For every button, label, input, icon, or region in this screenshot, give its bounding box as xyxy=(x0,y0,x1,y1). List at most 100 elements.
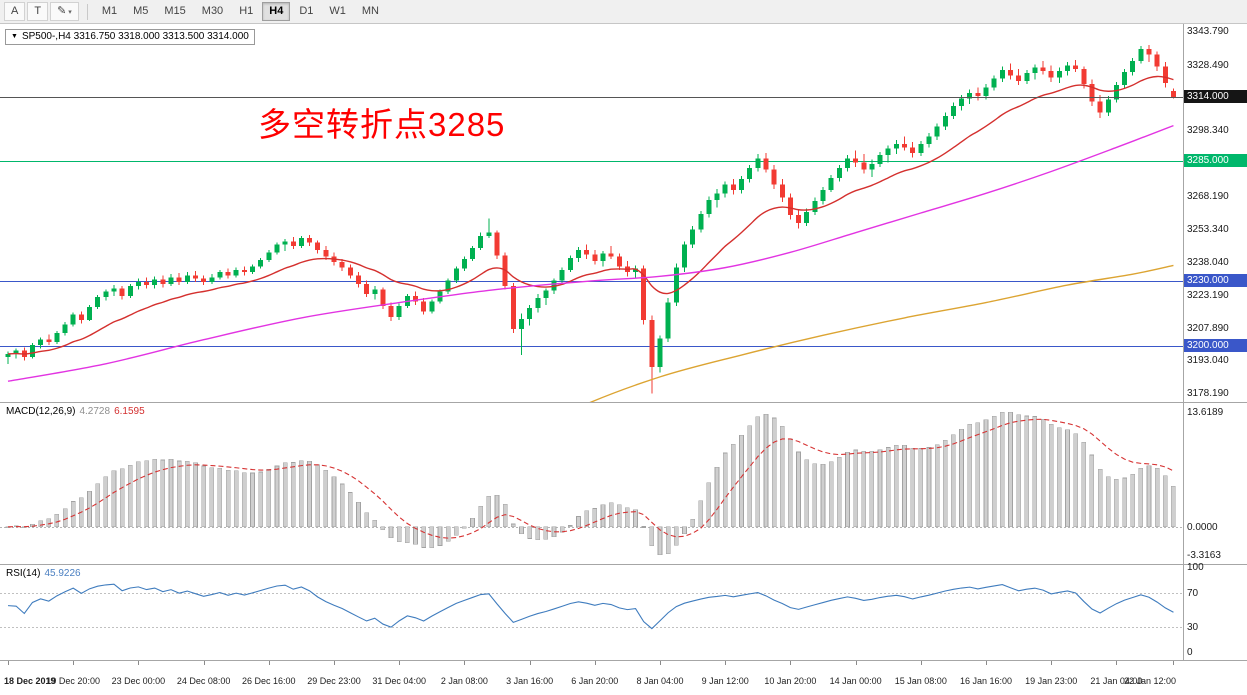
time-axis-tick xyxy=(1051,661,1052,665)
tool-buttons-group: A T ✎ ▾ xyxy=(4,2,81,21)
price-axis-border xyxy=(1183,24,1184,660)
time-axis-tick xyxy=(204,661,205,665)
timeframe-button-H1[interactable]: H1 xyxy=(232,2,260,21)
price-axis-label: 3253.340 xyxy=(1187,223,1229,235)
time-axis-tick xyxy=(1116,661,1117,665)
macd-histogram-layer xyxy=(5,411,1176,556)
time-axis-label: 19 Dec 20:00 xyxy=(46,676,100,686)
time-axis-label: 23 Dec 00:00 xyxy=(111,676,166,686)
macd-indicator-label: MACD(12,26,9) 4.2728 6.1595 xyxy=(6,406,145,417)
panel-separator[interactable] xyxy=(0,564,1247,565)
price-axis-label: 3328.490 xyxy=(1187,59,1229,71)
rsi-line xyxy=(7,583,1174,630)
ma-fast-red-line xyxy=(7,75,1174,355)
text-tool-button[interactable]: T xyxy=(27,2,49,21)
time-axis-tick xyxy=(269,661,270,665)
timeframe-button-M5[interactable]: M5 xyxy=(126,2,155,21)
timeframe-buttons-group: M1 M5 M15 M30 H1 H4 D1 W1 MN xyxy=(94,2,387,21)
price-chart-canvas[interactable] xyxy=(0,24,1183,402)
time-axis-tick xyxy=(73,661,74,665)
time-axis-label: 15 Jan 08:00 xyxy=(894,676,947,686)
macd-name-label: MACD(12,26,9) xyxy=(6,406,76,417)
time-axis-tick xyxy=(921,661,922,665)
collapse-triangle-icon[interactable]: ▼ xyxy=(11,33,18,40)
rsi-name-label: RSI(14) xyxy=(6,568,41,579)
draw-style-tool-button[interactable]: ✎ ▾ xyxy=(50,2,79,21)
candles-layer xyxy=(5,45,1176,394)
current-price-badge: 3314.000 xyxy=(1184,90,1247,104)
macd-axis-label: -3.3163 xyxy=(1187,549,1221,561)
timeframe-button-M1[interactable]: M1 xyxy=(95,2,124,21)
macd-signal-line xyxy=(7,418,1174,539)
timeframe-button-W1[interactable]: W1 xyxy=(322,2,353,21)
time-axis-label: 19 Jan 23:00 xyxy=(1025,676,1078,686)
time-axis-tick xyxy=(660,661,661,665)
time-axis-label: 10 Jan 20:00 xyxy=(764,676,817,686)
level-badge-3285.000: 3285.000 xyxy=(1184,153,1247,167)
ohlc-values-label: 3316.750 3318.000 3313.500 3314.000 xyxy=(73,31,249,42)
price-axis-label: 3343.790 xyxy=(1187,26,1229,38)
time-axis-tick xyxy=(595,661,596,665)
time-axis-label: 9 Jan 12:00 xyxy=(701,676,749,686)
macd-panel-canvas[interactable] xyxy=(0,402,1183,564)
symbol-info-box: ▼ SP500-,H4 3316.750 3318.000 3313.500 33… xyxy=(5,29,255,45)
panel-separator[interactable] xyxy=(0,402,1247,403)
rsi-panel-canvas[interactable] xyxy=(0,564,1183,660)
time-axis-label: 8 Jan 04:00 xyxy=(636,676,684,686)
timeframe-button-MN[interactable]: MN xyxy=(355,2,386,21)
price-axis-label: 3298.340 xyxy=(1187,125,1229,137)
time-axis-label: 29 Dec 23:00 xyxy=(307,676,361,686)
time-axis-label: 16 Jan 16:00 xyxy=(959,676,1013,686)
time-axis-label: 6 Jan 20:00 xyxy=(571,676,619,686)
time-axis-tick xyxy=(1173,661,1174,665)
dropdown-caret-icon: ▾ xyxy=(68,9,72,16)
time-axis-label: 31 Dec 04:00 xyxy=(372,676,426,686)
time-axis-label: 22 Jan 12:00 xyxy=(1123,676,1177,686)
time-axis-label: 26 Dec 16:00 xyxy=(242,676,296,686)
price-axis-label: 3268.190 xyxy=(1187,191,1229,203)
time-axis-tick xyxy=(725,661,726,665)
time-axis-tick xyxy=(399,661,400,665)
price-axis-label: 3178.190 xyxy=(1187,387,1229,399)
macd-axis-label: 13.6189 xyxy=(1187,407,1224,419)
ma-slow-orange-line xyxy=(589,264,1174,402)
level-badge-3230.000: 3230.000 xyxy=(1184,273,1247,287)
timeframe-button-M15[interactable]: M15 xyxy=(157,2,192,21)
rsi-indicator-label: RSI(14) 45.9226 xyxy=(6,568,81,579)
toolbar: A T ✎ ▾ M1 M5 M15 M30 H1 H4 D1 W1 MN xyxy=(0,0,1247,24)
time-axis-tick xyxy=(790,661,791,665)
time-axis-label: 24 Dec 08:00 xyxy=(176,676,231,686)
arrow-tool-button[interactable]: A xyxy=(4,2,26,21)
timeframe-button-M30[interactable]: M30 xyxy=(195,2,230,21)
macd-axis-label: 0.0000 xyxy=(1187,521,1218,533)
rsi-axis-label: 70 xyxy=(1187,587,1199,599)
time-axis-tick xyxy=(334,661,335,665)
rsi-axis-label: 0 xyxy=(1187,647,1193,659)
panel-separator xyxy=(0,660,1247,661)
time-axis-tick xyxy=(138,661,139,665)
time-axis-label: 14 Jan 00:00 xyxy=(829,676,882,686)
time-axis-label: 21 Jan 04:00 xyxy=(1090,676,1143,686)
time-axis-tick xyxy=(986,661,987,665)
timeframe-button-D1[interactable]: D1 xyxy=(292,2,320,21)
chart-annotation-text: 多空转折点3285 xyxy=(258,106,506,143)
timeframe-button-H4[interactable]: H4 xyxy=(262,2,291,21)
ma-mid-magenta-line xyxy=(7,124,1174,382)
macd-signal-value: 6.1595 xyxy=(114,406,145,417)
price-axis-label: 3193.040 xyxy=(1187,355,1229,367)
toolbar-separator xyxy=(86,3,88,20)
rsi-axis-label: 30 xyxy=(1187,621,1199,633)
symbol-timeframe-label: SP500-,H4 xyxy=(21,31,71,42)
rsi-axis-label: 100 xyxy=(1187,562,1204,574)
time-axis-tick xyxy=(8,661,9,665)
time-axis-tick xyxy=(530,661,531,665)
time-axis-tick xyxy=(856,661,857,665)
time-axis-label: 3 Jan 16:00 xyxy=(506,676,554,686)
price-axis-label: 3238.040 xyxy=(1187,257,1229,269)
level-badge-3200.000: 3200.000 xyxy=(1184,339,1247,353)
rsi-value: 45.9226 xyxy=(44,568,81,579)
time-axis-label: 2 Jan 08:00 xyxy=(440,676,488,686)
time-axis-label: 18 Dec 2019 xyxy=(4,676,56,686)
price-axis-label: 3223.190 xyxy=(1187,289,1229,301)
